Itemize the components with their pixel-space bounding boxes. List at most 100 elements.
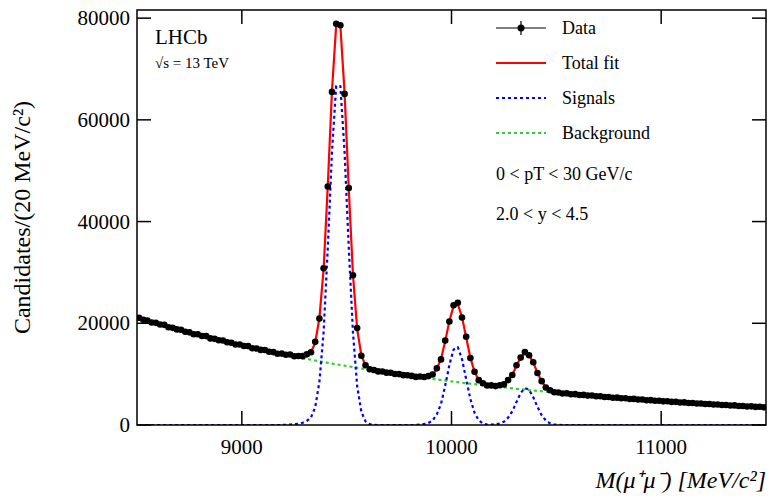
data-point [761,404,766,411]
marker [316,315,323,322]
legend-label: Signals [562,88,615,108]
y-tick-right [752,221,766,223]
x-tick [451,411,453,425]
data-point [463,334,470,341]
marker [471,368,478,375]
data-point [308,349,315,356]
marker [312,339,319,346]
x-tick-top [660,10,662,24]
x-tick-label: 11000 [635,435,687,459]
x-tick [660,411,662,425]
marker [329,89,336,96]
marker [337,22,344,29]
data-point [429,371,436,378]
series-line [139,25,764,407]
data-point [505,377,512,384]
data-point [434,365,441,372]
data-point [312,339,319,346]
y-tick-label: 40000 [78,210,131,234]
marker [341,91,348,98]
background [0,0,771,498]
x-axis-title: M(μ⁺μ⁻) [MeV/c²] [594,467,766,493]
series-line [139,86,764,425]
legend-item: Data [496,18,596,38]
legend-swatch [496,62,546,64]
x-tick-top [241,10,243,24]
data-point [316,315,323,322]
marker [438,356,445,363]
y-tick-right [752,17,766,19]
marker [354,325,361,332]
y-tick-right [752,323,766,325]
legend-item: Total fit [496,53,619,73]
data-point [454,299,461,306]
data-point [320,265,327,272]
series-line [139,318,764,407]
legend-swatch [518,25,525,32]
marker [467,355,474,362]
data-point [329,89,336,96]
y-tick-right [752,119,766,121]
annotation: √s = 13 TeV [155,55,229,71]
marker [534,370,541,377]
marker [345,185,352,192]
marker [308,349,315,356]
data-point [467,355,474,362]
data-point [538,378,545,385]
marker [459,314,466,321]
y-tick [137,424,151,426]
marker [320,265,327,272]
legend: Data Total fit Signals Background [496,18,650,143]
y-tick [137,17,151,19]
plot-area [137,20,766,425]
y-tick [137,221,151,223]
y-tick [137,323,151,325]
marker [517,354,524,361]
x-tick-top [451,10,453,24]
data-point [471,368,478,375]
y-axis-title: Candidates/(20 MeV/c²) [9,101,35,334]
marker [358,352,365,359]
legend-label: Background [562,123,650,143]
marker [526,352,533,359]
data-point [337,22,344,29]
marker [538,378,545,385]
x-tick-label: 10000 [425,435,478,459]
data-point [324,183,331,190]
data-point [341,91,348,98]
marker [530,359,537,366]
data-point [358,352,365,359]
data-point [438,356,445,363]
y-tick-label: 60000 [78,108,131,132]
data-point [446,318,453,325]
marker [442,337,449,344]
marker [429,371,436,378]
x-tick [241,411,243,425]
y-tick-label: 20000 [78,311,131,335]
legend-item: Signals [496,88,615,108]
data-point [513,362,520,369]
data-point [459,314,466,321]
legend-item: Background [496,123,650,143]
marker [434,365,441,372]
annotation: 2.0 < y < 4.5 [496,204,588,224]
y-tick [137,119,151,121]
marker [454,299,461,306]
data-point [350,272,357,279]
y-tick-label: 0 [120,413,131,437]
marker [350,272,357,279]
legend-label: Total fit [562,53,619,73]
data-point [530,359,537,366]
chart: 9000 10000 11000 0 20000 40000 60000 80000 M(μ⁺μ… [0,0,771,498]
marker [463,334,470,341]
data-point [534,370,541,377]
legend-swatch [496,97,546,99]
annotation: LHCb [155,25,208,49]
legend-swatch [496,132,546,134]
y-tick-label: 80000 [78,6,131,30]
marker [509,372,516,379]
x-tick-label: 9000 [221,435,263,459]
data-point [345,185,352,192]
marker [513,362,520,369]
data-point [509,372,516,379]
